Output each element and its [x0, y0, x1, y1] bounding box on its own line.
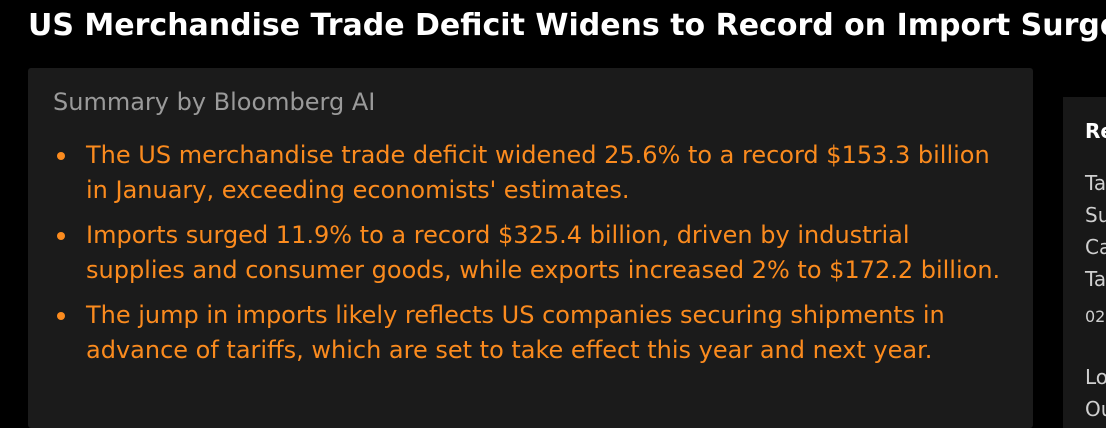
bullet-dot-icon [57, 232, 65, 240]
related-item-text[interactable]: Su [1085, 203, 1106, 227]
bullet-dot-icon [57, 312, 65, 320]
related-item-text[interactable]: Ca [1085, 235, 1106, 259]
related-item-date: 02 [1085, 307, 1106, 326]
related-panel-heading: Re [1085, 119, 1106, 143]
summary-bullet-text: The jump in imports likely reflects US c… [86, 301, 945, 364]
summary-bullet-text: Imports surged 11.9% to a record $325.4 … [86, 221, 1001, 284]
summary-bullet-list: The US merchandise trade deficit widened… [53, 138, 1013, 378]
ai-summary-card: Summary by Bloomberg AI The US merchandi… [28, 68, 1033, 428]
bullet-dot-icon [57, 152, 65, 160]
article-headline: US Merchandise Trade Deficit Widens to R… [28, 8, 1106, 43]
related-sidebar-panel: Re Ta Su Ca Ta 02 Lo Ou [1063, 97, 1106, 428]
related-item-text[interactable]: Ta [1085, 171, 1106, 195]
related-item-text[interactable]: Lo [1085, 365, 1106, 389]
summary-heading: Summary by Bloomberg AI [53, 88, 376, 116]
summary-bullet: The US merchandise trade deficit widened… [53, 138, 1013, 208]
related-item-text[interactable]: Ou [1085, 397, 1106, 421]
related-item-text[interactable]: Ta [1085, 267, 1106, 291]
summary-bullet: The jump in imports likely reflects US c… [53, 298, 1013, 368]
summary-bullet-text: The US merchandise trade deficit widened… [86, 141, 990, 204]
summary-bullet: Imports surged 11.9% to a record $325.4 … [53, 218, 1013, 288]
